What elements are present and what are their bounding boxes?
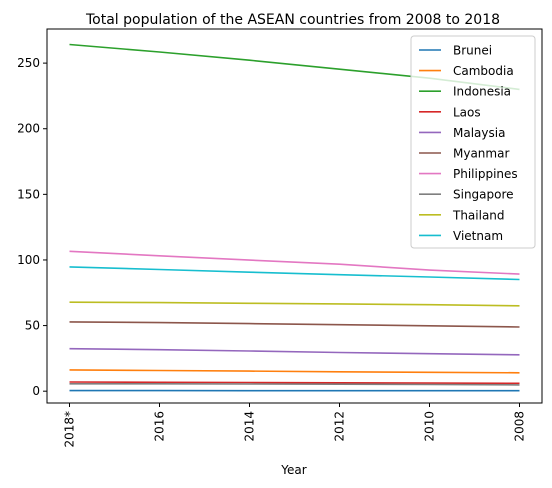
series-line-laos xyxy=(69,381,520,385)
legend-label: Philippines xyxy=(453,167,518,181)
series-line-philippines xyxy=(69,250,520,275)
series-line-cambodia xyxy=(69,369,520,374)
legend-label: Singapore xyxy=(453,188,514,202)
legend-label: Laos xyxy=(453,105,481,119)
series-line-malaysia xyxy=(69,347,520,356)
y-tick-label: 250 xyxy=(17,56,40,70)
y-tick-label: 100 xyxy=(17,253,40,267)
chart-title: Total population of the ASEAN countries … xyxy=(85,12,500,28)
x-tick-label: 2010 xyxy=(423,411,437,442)
legend: Brunei Cambodia Indonesia Laos Malaysia Myanm… xyxy=(410,35,536,249)
plot-area xyxy=(46,28,543,404)
y-tick-label: 0 xyxy=(32,384,40,398)
y-tick-label: 150 xyxy=(17,187,40,201)
legend-label: Thailand xyxy=(452,208,505,222)
series-line-myanmar xyxy=(69,321,520,328)
x-tick-label: 2016 xyxy=(153,411,167,442)
y-tick-label: 50 xyxy=(25,319,40,333)
y-axis: 0 50 100 150 200 250 xyxy=(17,56,47,398)
legend-label: Vietnam xyxy=(453,229,503,243)
series-line-vietnam xyxy=(69,266,520,281)
legend-label: Cambodia xyxy=(453,64,514,78)
legend-label: Brunei xyxy=(453,44,492,58)
x-tick-label: 2012 xyxy=(333,411,347,442)
legend-box xyxy=(410,35,536,249)
x-tick-label: 2014 xyxy=(243,411,257,442)
x-tick-label: 2008 xyxy=(513,411,527,442)
y-tick-label: 200 xyxy=(17,122,40,136)
series-line-thailand xyxy=(69,301,520,307)
series-lines xyxy=(69,43,520,392)
legend-label: Malaysia xyxy=(453,126,505,140)
x-axis: 2018* 2016 2014 2012 2010 2008 xyxy=(63,403,527,448)
legend-label: Myanmar xyxy=(453,147,509,161)
x-axis-label: Year xyxy=(280,463,306,477)
x-tick-label: 2018* xyxy=(63,411,77,448)
series-line-singapore xyxy=(69,382,520,386)
legend-label: Indonesia xyxy=(453,85,511,99)
